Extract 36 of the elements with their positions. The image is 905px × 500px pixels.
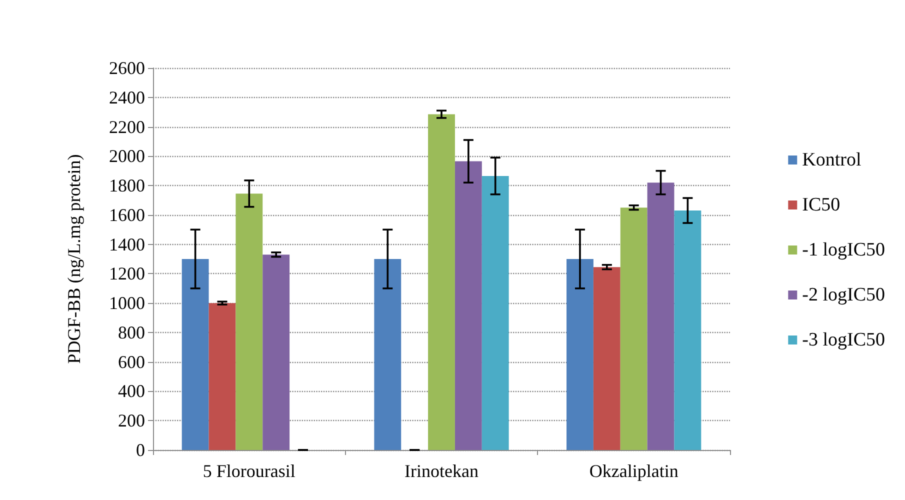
- y-tick-label: 200: [118, 410, 145, 431]
- bar: [374, 259, 402, 450]
- y-tick-label: 1000: [109, 293, 145, 314]
- bar: [262, 254, 290, 450]
- y-tick-label: 600: [118, 352, 145, 372]
- x-tick-label: Okzaliplatin: [589, 461, 678, 481]
- legend-label: -3 logIC50: [802, 330, 886, 350]
- y-tick-label: 800: [118, 322, 145, 342]
- legend-label: -2 logIC50: [802, 284, 886, 306]
- bar: [566, 259, 594, 450]
- bar: [593, 267, 620, 450]
- y-tick-label: 1200: [109, 264, 145, 284]
- bar: [482, 176, 509, 450]
- y-axis-title: PDGF-BB (ng/L.mg protein): [64, 154, 84, 364]
- bar: [428, 114, 455, 450]
- legend-label: IC50: [802, 194, 840, 216]
- y-tick-label: 1400: [109, 234, 145, 254]
- y-tick-label: 2400: [109, 87, 145, 108]
- x-tick-label: 5 Florourasil: [202, 461, 296, 481]
- bar: [208, 303, 236, 450]
- y-tick-label: 1800: [109, 176, 145, 196]
- y-tick-label: 400: [118, 381, 145, 402]
- bar: [674, 210, 702, 450]
- legend-label: Kontrol: [802, 150, 862, 170]
- x-tick-label: Irinotekan: [404, 461, 478, 481]
- bar: [647, 182, 674, 450]
- y-tick-label: 2200: [109, 116, 145, 137]
- bar: [620, 208, 648, 450]
- legend-label: -1 logIC50: [802, 240, 886, 260]
- bar: [182, 259, 209, 450]
- y-tick-label: 2000: [109, 146, 145, 166]
- y-tick-label: 1600: [109, 204, 145, 225]
- y-tick-label: 0: [136, 440, 145, 460]
- bar: [454, 161, 482, 450]
- bar: [236, 194, 263, 450]
- y-tick-label: 2600: [109, 58, 145, 78]
